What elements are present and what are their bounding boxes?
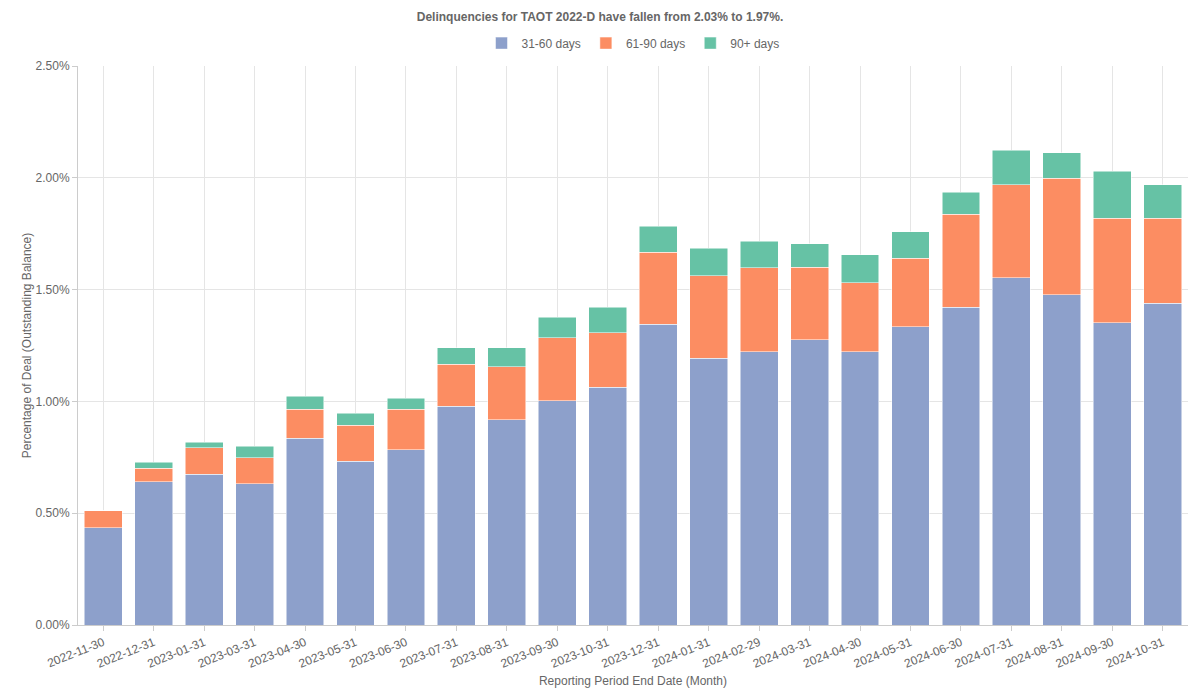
svg-text:61-90 days: 61-90 days (626, 37, 685, 51)
svg-text:2024-10-31: 2024-10-31 (1104, 635, 1166, 671)
svg-text:0.00%: 0.00% (36, 618, 70, 632)
svg-text:31-60 days: 31-60 days (522, 37, 581, 51)
svg-text:2023-01-31: 2023-01-31 (145, 635, 207, 671)
svg-text:2024-03-31: 2024-03-31 (751, 635, 813, 671)
svg-text:0.50%: 0.50% (36, 506, 70, 520)
svg-text:2024-06-30: 2024-06-30 (902, 635, 964, 671)
svg-text:Percentage of Deal (Outstandin: Percentage of Deal (Outstanding Balance) (20, 233, 34, 458)
svg-text:2023-05-31: 2023-05-31 (297, 635, 359, 671)
svg-text:2023-08-31: 2023-08-31 (448, 635, 510, 671)
svg-text:2.50%: 2.50% (36, 59, 70, 73)
svg-text:2024-02-29: 2024-02-29 (700, 635, 762, 671)
svg-text:2023-10-31: 2023-10-31 (549, 635, 611, 671)
svg-text:2024-05-31: 2024-05-31 (852, 635, 914, 671)
svg-text:1.00%: 1.00% (36, 395, 70, 409)
svg-text:1.50%: 1.50% (36, 283, 70, 297)
svg-text:2023-04-30: 2023-04-30 (246, 635, 308, 671)
svg-text:2022-12-31: 2022-12-31 (95, 635, 157, 671)
svg-text:2024-07-31: 2024-07-31 (953, 635, 1015, 671)
svg-text:2023-09-30: 2023-09-30 (499, 635, 561, 671)
svg-text:Delinquencies for TAOT 2022-D: Delinquencies for TAOT 2022-D have falle… (417, 10, 784, 24)
svg-text:2023-03-31: 2023-03-31 (196, 635, 258, 671)
svg-text:2022-11-30: 2022-11-30 (45, 635, 107, 671)
svg-text:2024-01-31: 2024-01-31 (650, 635, 712, 671)
svg-text:Reporting Period End Date (Mon: Reporting Period End Date (Month) (539, 674, 727, 688)
svg-text:90+ days: 90+ days (730, 37, 779, 51)
svg-text:2024-04-30: 2024-04-30 (801, 635, 863, 671)
svg-text:2.00%: 2.00% (36, 171, 70, 185)
svg-text:2024-09-30: 2024-09-30 (1054, 635, 1116, 671)
svg-text:2024-08-31: 2024-08-31 (1003, 635, 1065, 671)
svg-text:2023-12-31: 2023-12-31 (599, 635, 661, 671)
svg-text:2023-06-30: 2023-06-30 (347, 635, 409, 671)
svg-text:2023-07-31: 2023-07-31 (398, 635, 460, 671)
